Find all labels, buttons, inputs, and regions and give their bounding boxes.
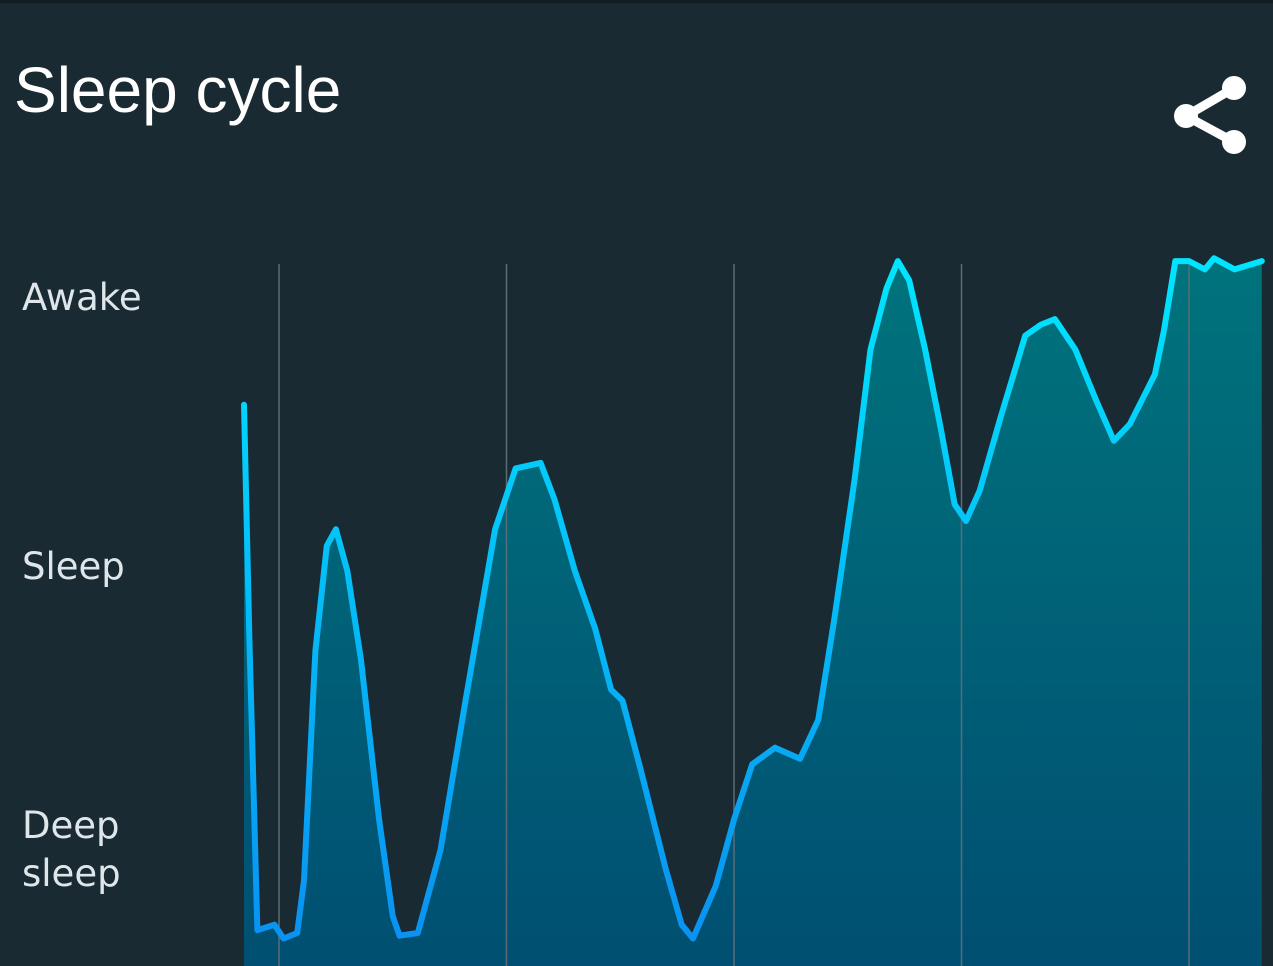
area-fill xyxy=(243,258,1262,966)
page-title: Sleep cycle xyxy=(14,54,342,126)
sleep-series-line xyxy=(241,255,1265,942)
y-label-deep-sleep: Deep sleep xyxy=(22,804,121,895)
share-button[interactable] xyxy=(1168,72,1252,160)
y-label-awake: Awake xyxy=(22,276,142,319)
share-icon xyxy=(1174,76,1246,154)
y-label-sleep: Sleep xyxy=(22,545,125,588)
status-bar-edge xyxy=(0,0,1273,3)
